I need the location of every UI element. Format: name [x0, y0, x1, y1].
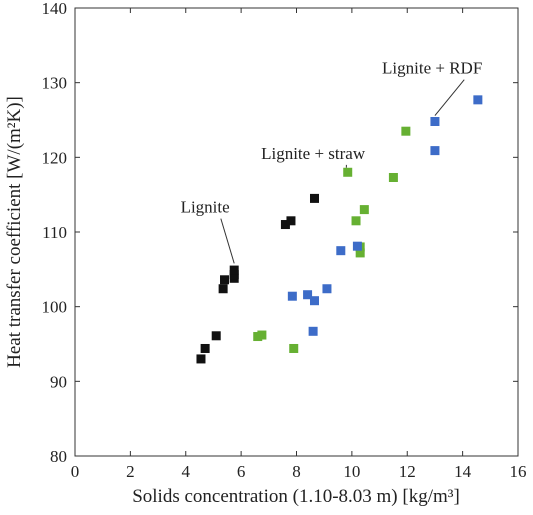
- point-lignite-rdf: [430, 116, 440, 126]
- point-lignite: [280, 220, 290, 230]
- axis-ticks: [74, 7, 519, 457]
- y-tick-label: 120: [42, 148, 68, 167]
- point-lignite-rdf: [322, 284, 332, 294]
- x-tick-label: 4: [182, 462, 191, 481]
- y-tick-label: 130: [42, 74, 68, 93]
- point-lignite-rdf: [308, 326, 318, 336]
- annotation-label: Lignite + RDF: [382, 59, 482, 78]
- annotation-label: Lignite + straw: [261, 144, 366, 163]
- point-lignite-rdf: [352, 241, 362, 251]
- y-axis-label: Heat transfer coefficient [W/(m²K)]: [4, 96, 25, 368]
- point-lignite: [196, 354, 206, 364]
- point-lignite: [211, 331, 221, 341]
- point-lignite-straw: [388, 172, 398, 182]
- y-tick-label: 80: [50, 447, 67, 466]
- point-lignite-straw: [401, 126, 411, 136]
- x-tick-label: 2: [126, 462, 135, 481]
- y-tick-label: 100: [42, 298, 68, 317]
- point-lignite: [220, 275, 230, 285]
- annotation-leader: [434, 79, 465, 116]
- annotation-leader: [220, 218, 235, 264]
- point-lignite: [286, 216, 296, 226]
- point-lignite-straw: [355, 248, 365, 258]
- point-lignite-rdf: [473, 95, 483, 105]
- point-lignite-straw: [359, 205, 369, 215]
- point-lignite-rdf: [303, 290, 313, 300]
- point-lignite-straw: [257, 330, 267, 340]
- point-lignite-rdf: [287, 291, 297, 301]
- x-tick-label: 14: [454, 462, 472, 481]
- point-lignite: [218, 284, 228, 294]
- annotation-label: Lignite: [181, 198, 230, 217]
- plot-area: [74, 7, 519, 457]
- point-lignite: [200, 343, 210, 353]
- x-axis-label: Solids concentration (1.10-8.03 m) [kg/m…: [132, 486, 460, 507]
- point-lignite-rdf: [336, 246, 346, 256]
- point-lignite-straw: [351, 216, 361, 226]
- point-lignite: [229, 265, 239, 275]
- point-lignite-rdf: [309, 296, 319, 306]
- x-tick-label: 0: [71, 462, 80, 481]
- point-lignite-rdf: [430, 146, 440, 156]
- point-lignite-straw: [343, 167, 353, 177]
- tick-labels: 0 2 4 6 8 10 12 14 16 80 90 100 110 120 130 140: [42, 0, 527, 481]
- x-tick-label: 10: [343, 462, 360, 481]
- x-tick-label: 6: [237, 462, 246, 481]
- point-lignite: [309, 193, 319, 203]
- x-tick-label: 16: [510, 462, 527, 481]
- y-tick-label: 90: [50, 372, 67, 391]
- point-lignite-straw: [289, 343, 299, 353]
- annotations: Lignite Lignite + straw Lignite + RDF: [181, 59, 483, 217]
- data-points: [196, 95, 483, 364]
- x-tick-label: 8: [292, 462, 301, 481]
- x-tick-label: 12: [399, 462, 416, 481]
- annotation-leaders: [220, 79, 465, 264]
- y-tick-label: 110: [42, 223, 67, 242]
- y-tick-label: 140: [42, 0, 68, 18]
